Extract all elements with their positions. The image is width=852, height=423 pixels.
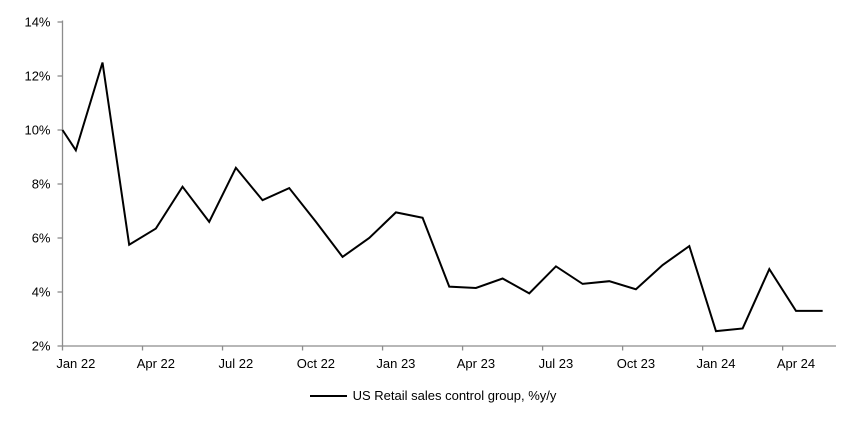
y-axis-label: 12% xyxy=(24,69,50,84)
x-axis-label: Apr 23 xyxy=(457,356,495,371)
x-axis-label: Jan 22 xyxy=(56,356,95,371)
y-axis-label: 10% xyxy=(24,123,50,138)
x-axis-label: Apr 24 xyxy=(777,356,815,371)
y-axis-label: 14% xyxy=(24,15,50,30)
y-axis-label: 2% xyxy=(32,339,51,354)
x-axis-label: Jan 24 xyxy=(696,356,735,371)
x-axis-label: Apr 22 xyxy=(137,356,175,371)
x-axis-label: Oct 23 xyxy=(617,356,655,371)
y-axis-label: 4% xyxy=(32,285,51,300)
x-axis-label: Jul 23 xyxy=(539,356,574,371)
y-axis-label: 6% xyxy=(32,231,51,246)
x-axis-label: Jan 23 xyxy=(376,356,415,371)
x-axis-label: Jul 22 xyxy=(219,356,254,371)
series-line xyxy=(61,62,823,333)
y-axis-label: 8% xyxy=(32,177,51,192)
x-axis-label: Oct 22 xyxy=(297,356,335,371)
